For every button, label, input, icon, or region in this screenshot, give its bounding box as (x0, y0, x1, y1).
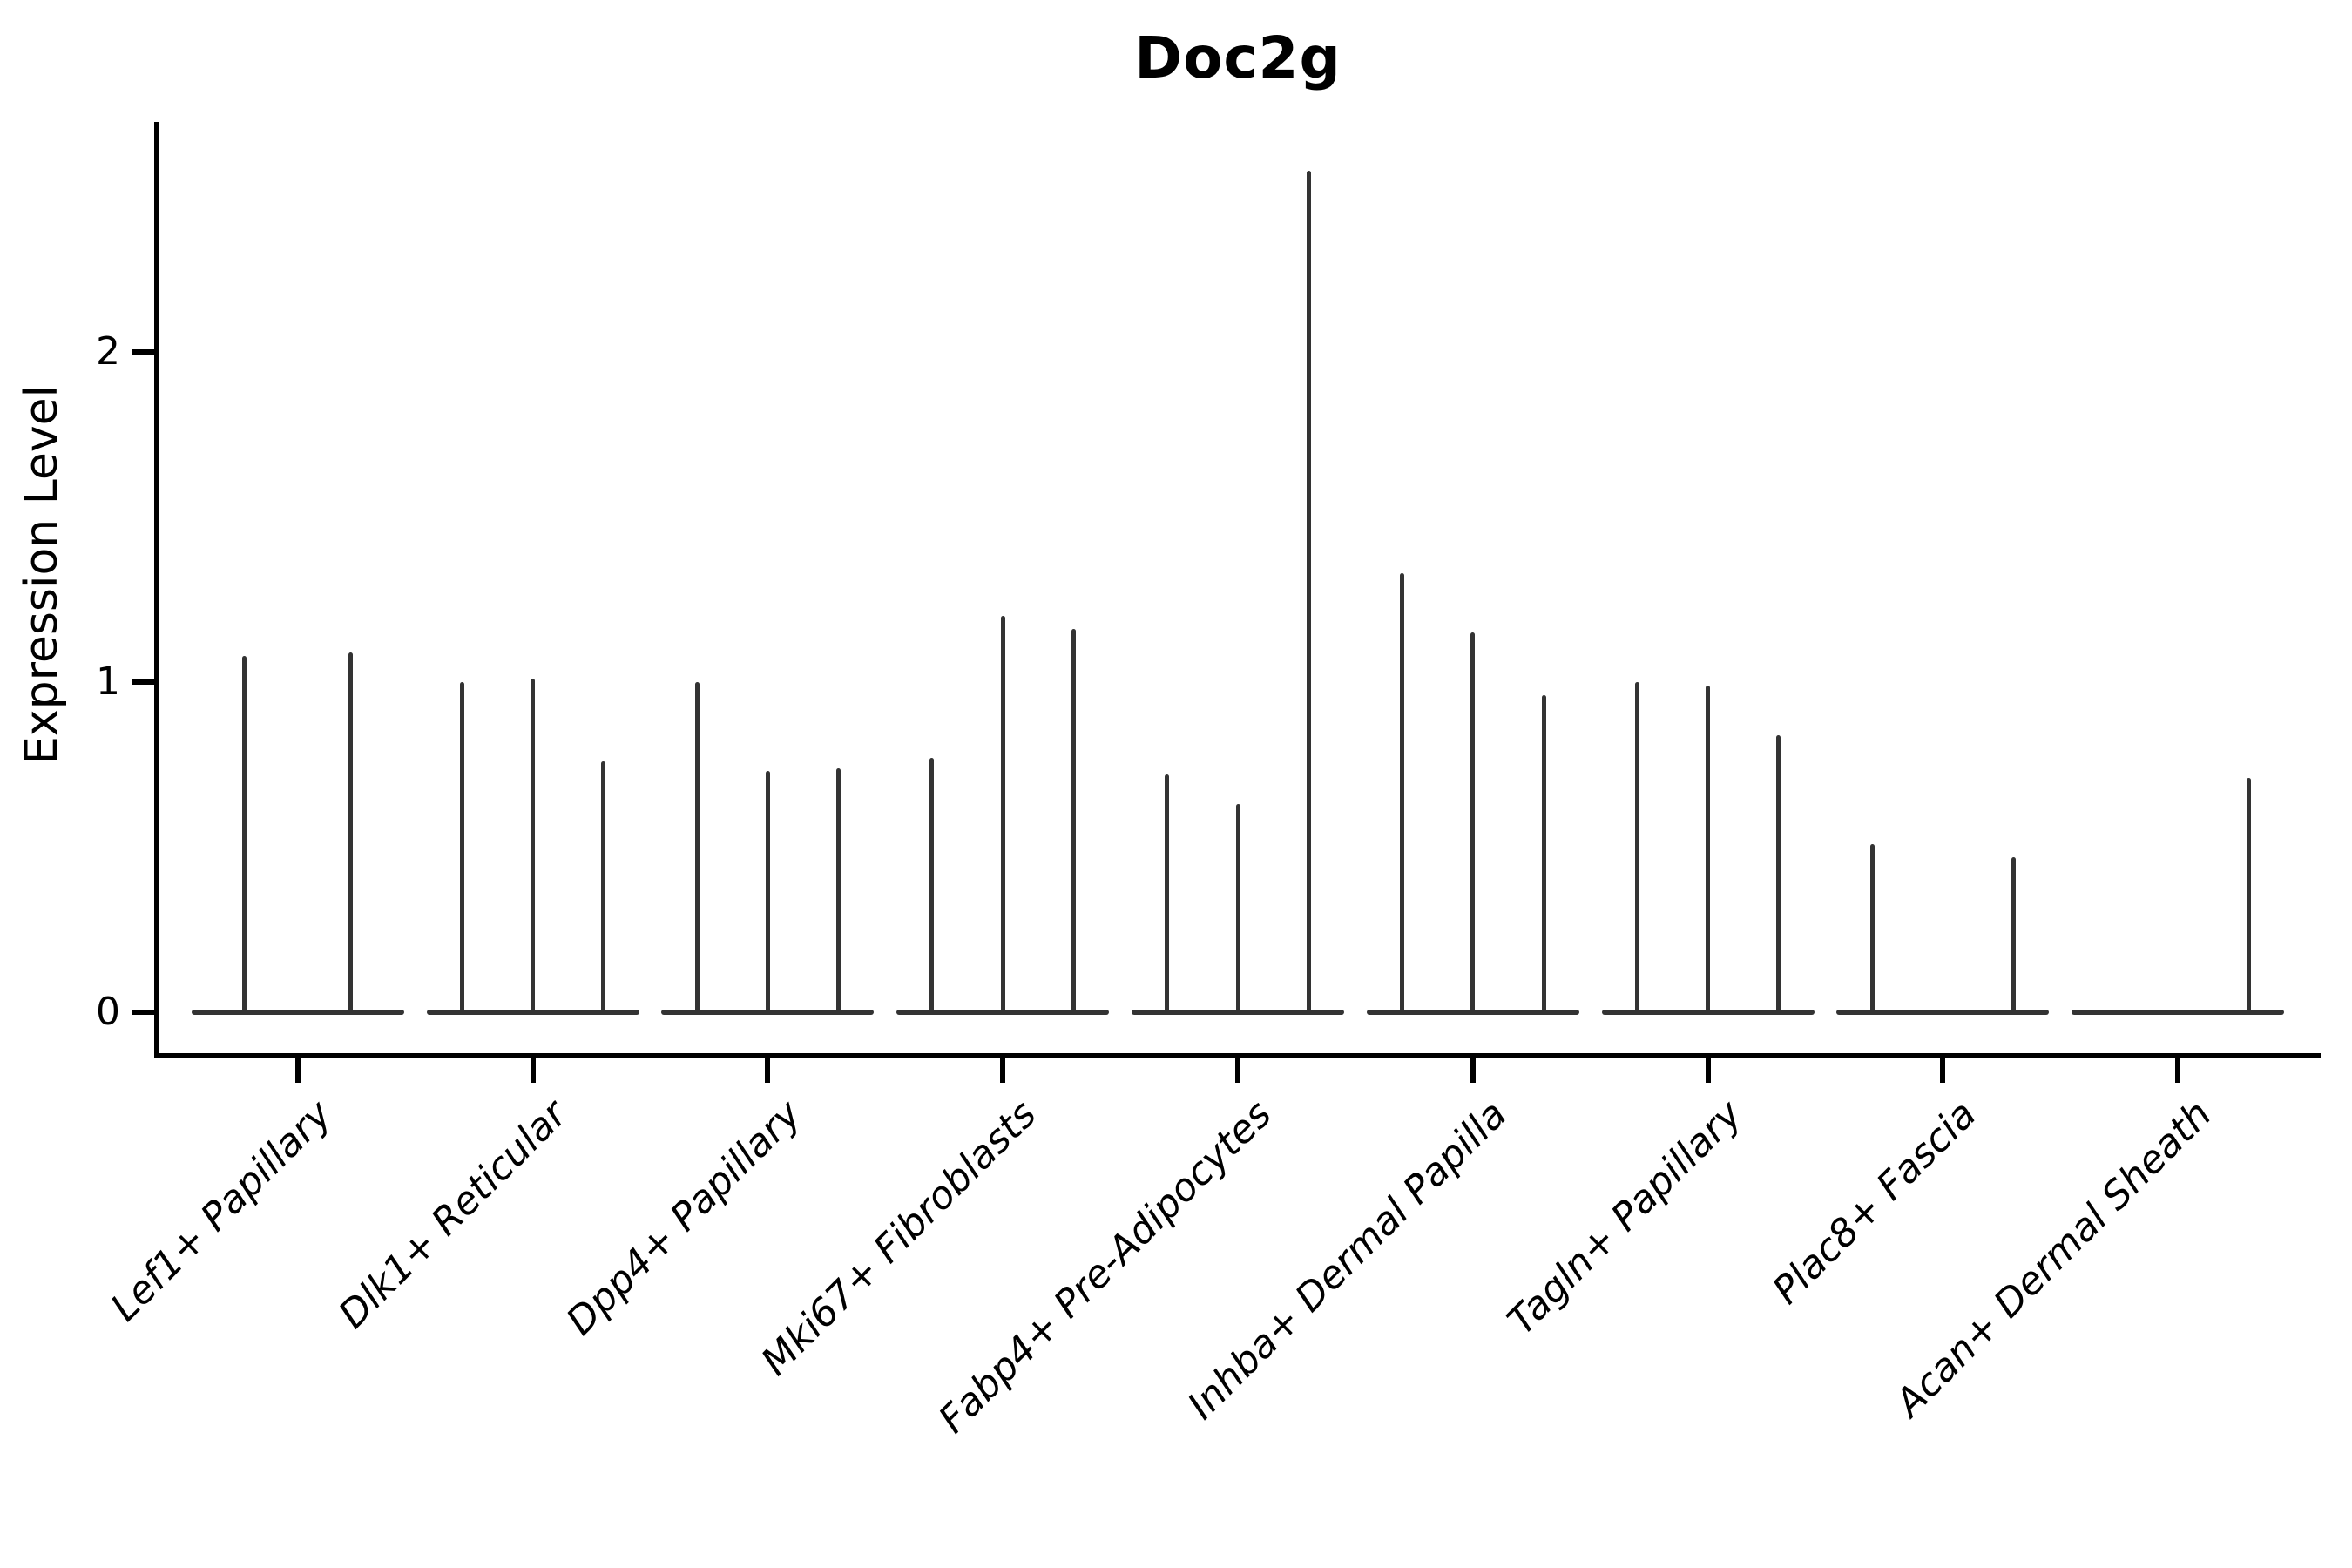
violin-spike (765, 771, 770, 1014)
violin-spike (2011, 856, 2017, 1014)
chart-title: Doc2g (1134, 24, 1342, 91)
x-tick-mark (2175, 1058, 2181, 1083)
x-category-label: Inhba+ Dermal Papilla (1179, 1092, 1516, 1429)
x-tick-mark (1705, 1058, 1711, 1083)
x-tick-mark (765, 1058, 771, 1083)
violin-spike (836, 767, 841, 1014)
violin-spike (1071, 629, 1077, 1014)
violin-spike (1869, 843, 1875, 1014)
x-category-label: Tagln+ Papillary (1498, 1092, 1751, 1344)
violin-spike (1470, 632, 1476, 1014)
y-tick-label: 2 (96, 329, 120, 374)
violin-baseline (1836, 1010, 2050, 1015)
violin-baseline (191, 1010, 404, 1015)
x-tick-mark (1235, 1058, 1240, 1083)
y-axis-spine (154, 122, 159, 1058)
violin-spike (1399, 572, 1404, 1014)
y-axis-title: Expression Level (16, 384, 68, 766)
y-tick-label: 1 (96, 659, 120, 704)
y-tick-label: 0 (96, 990, 120, 1034)
x-category-label: Mki67+ Fibroblasts (753, 1092, 1045, 1384)
x-category-label: Acan+ Dermal Sheath (1887, 1092, 2220, 1426)
violin-spike (459, 682, 464, 1014)
y-tick-mark (132, 679, 154, 685)
x-category-label: Plac8+ Fascia (1764, 1092, 1985, 1313)
x-tick-mark (294, 1058, 301, 1083)
x-axis-spine (154, 1053, 2321, 1058)
violin-spike (242, 655, 247, 1014)
x-tick-mark (1000, 1058, 1006, 1083)
x-tick-mark (530, 1058, 536, 1083)
violin-spike (348, 652, 354, 1014)
violin-spike (929, 758, 935, 1014)
x-tick-mark (1940, 1058, 1946, 1083)
violin-spike (1706, 685, 1711, 1014)
violin-spike (1776, 734, 1781, 1014)
x-category-label: Fabp4+ Pre-Adipocytes (929, 1092, 1281, 1443)
violin-spike (1000, 616, 1005, 1014)
violin-spike (601, 760, 606, 1014)
x-category-label: Lef1+ Papillary (102, 1092, 341, 1330)
y-tick-mark (132, 1010, 154, 1015)
violin-baseline (2072, 1010, 2285, 1015)
violin-spike (1235, 804, 1240, 1014)
violin-spike (1306, 170, 1311, 1014)
violin-spike (2246, 777, 2251, 1014)
x-tick-mark (1470, 1058, 1476, 1083)
violin-spike (1165, 774, 1170, 1014)
violin-spike (1541, 695, 1546, 1014)
x-category-label: Dpp4+ Papillary (558, 1092, 811, 1344)
violin-spike (1634, 682, 1639, 1014)
violin-spike (531, 679, 536, 1014)
y-tick-mark (132, 349, 154, 355)
violin-spike (694, 682, 700, 1014)
x-category-label: Dlk1+ Reticular (329, 1092, 576, 1337)
